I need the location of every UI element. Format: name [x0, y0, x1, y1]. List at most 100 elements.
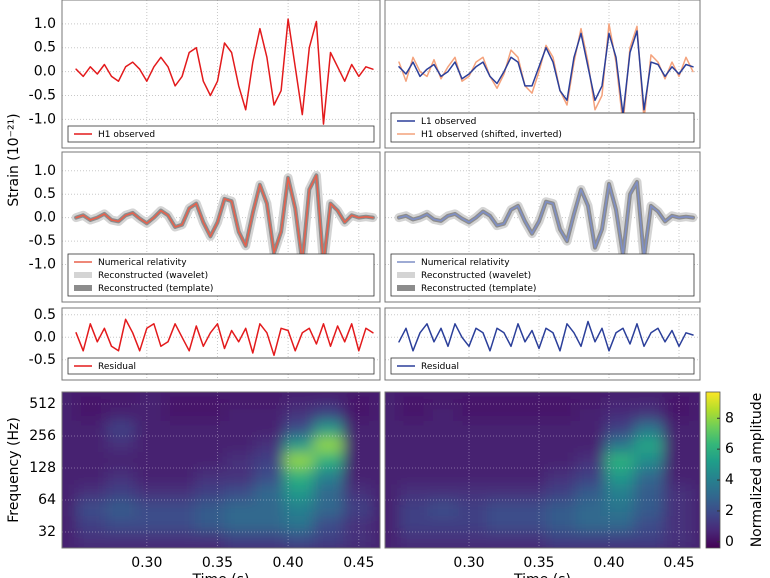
heatmap-cell: [575, 452, 606, 469]
heatmap-cell: [313, 436, 344, 453]
heatmap-cell: [135, 436, 166, 453]
heatmap-cell: [105, 515, 136, 533]
heatmap-cell: [313, 484, 344, 501]
y-axis-label: Strain (10⁻²¹): [6, 113, 22, 206]
heatmap-cell: [399, 499, 429, 517]
heatmap-cell: [224, 515, 255, 533]
colorbar-tick-label: 0: [725, 534, 734, 550]
heatmap-cell: [487, 499, 518, 517]
heatmap-cell: [399, 515, 429, 533]
heatmap-cell: [516, 484, 547, 501]
heatmap-cell: [487, 531, 518, 548]
heatmap-cell: [135, 420, 166, 437]
heatmap-cell: [399, 392, 429, 405]
heatmap-cell: [663, 515, 694, 533]
heatmap-cell: [634, 392, 665, 405]
heatmap-cell: [399, 531, 429, 548]
heatmap-cell: [546, 420, 576, 437]
heatmap-cell: [516, 404, 547, 421]
heatmap-cell: [663, 392, 694, 405]
heatmap-cell: [254, 531, 285, 548]
heatmap-cell: [76, 484, 107, 501]
series-line: [75, 18, 374, 125]
heatmap-cells: [385, 392, 700, 548]
heatmap-cell: [516, 452, 547, 469]
heatmap-cell: [254, 484, 285, 501]
legend-label: Residual: [98, 362, 136, 372]
panel: L1 observed H1 observed (shifted, inverte…: [384, 0, 701, 149]
y-tick-label: 256: [29, 428, 56, 444]
x-tick-label: 0.45: [343, 555, 374, 571]
legend-label: Reconstructed (wavelet): [98, 271, 208, 281]
heatmap-cell: [575, 404, 606, 421]
heatmap-cell: [516, 499, 547, 517]
heatmap-cell: [399, 404, 429, 421]
heatmap-cell: [487, 515, 518, 533]
heatmap-cell: [194, 436, 226, 453]
y-tick-label: -0.5: [29, 87, 56, 103]
heatmap-cell: [575, 484, 606, 501]
heatmap-cell: [546, 392, 576, 405]
heatmap-cell: [135, 515, 166, 533]
heatmap-cell: [399, 420, 429, 437]
heatmap-cell: [399, 468, 429, 485]
heatmap-cell: [283, 404, 315, 421]
panel: 32 64 128 256 512 0.30 0.35 0.40 0.45 Frequency (…: [6, 391, 381, 578]
heatmap-cell: [487, 392, 518, 405]
heatmap-cell: [663, 404, 694, 421]
heatmap-cell: [224, 499, 255, 517]
legend: Residual: [67, 357, 375, 375]
legend-box: [67, 357, 375, 375]
heatmap-cell: [254, 515, 285, 533]
heatmap-cell: [165, 468, 196, 485]
heatmap-cell: [546, 436, 576, 453]
heatmap-cell: [634, 436, 665, 453]
heatmap-cell: [634, 499, 665, 517]
legend-box: [390, 112, 695, 143]
colorbar-tick-label: 4: [725, 472, 734, 488]
x-tick-label: 0.35: [523, 555, 554, 571]
heatmap-cell: [634, 484, 665, 501]
heatmap-cell: [516, 392, 547, 405]
heatmap-cell: [634, 452, 665, 469]
heatmap-cell: [546, 452, 576, 469]
heatmap-cell: [283, 468, 315, 485]
heatmap-cell: [76, 531, 107, 548]
y-tick-label: 0.5: [34, 307, 56, 323]
plot-frame: [61, 307, 381, 381]
heatmap-cell: [254, 404, 285, 421]
heatmap-cell: [165, 436, 196, 453]
heatmap-cell: [428, 499, 459, 517]
heatmap-cell: [283, 484, 315, 501]
y-tick-label: 128: [29, 460, 56, 476]
heatmap-cell: [428, 452, 459, 469]
y-tick-label: 0.5: [34, 186, 56, 202]
heatmap-cell: [343, 515, 374, 533]
heatmap-cell: [634, 420, 665, 437]
heatmap-cell: [604, 392, 635, 405]
panel: Residual: [384, 307, 701, 381]
heatmap-cell: [105, 499, 136, 517]
heatmap-cell: [399, 452, 429, 469]
x-tick-label: 0.30: [453, 555, 484, 571]
heatmap-cell: [313, 499, 344, 517]
heatmap-cell: [194, 392, 226, 405]
colorbar-tick-label: 8: [725, 410, 734, 426]
heatmap-cell: [135, 452, 166, 469]
heatmap-cell: [428, 515, 459, 533]
heatmap-cell: [604, 531, 635, 548]
heatmap-cell: [76, 468, 107, 485]
heatmap-cell: [343, 468, 374, 485]
x-tick-label: 0.40: [273, 555, 304, 571]
series-line: [398, 30, 694, 116]
colorbar-label: Normalized amplitude: [749, 393, 765, 548]
heatmap-cell: [254, 392, 285, 405]
heatmap-cell: [76, 392, 107, 405]
heatmap-cell: [76, 452, 107, 469]
heatmap-cell: [399, 484, 429, 501]
legend: Residual: [390, 357, 695, 375]
heatmap-cell: [546, 484, 576, 501]
heatmap-cell: [516, 515, 547, 533]
legend-label: Reconstructed (wavelet): [421, 271, 531, 281]
heatmap-cell: [165, 515, 196, 533]
